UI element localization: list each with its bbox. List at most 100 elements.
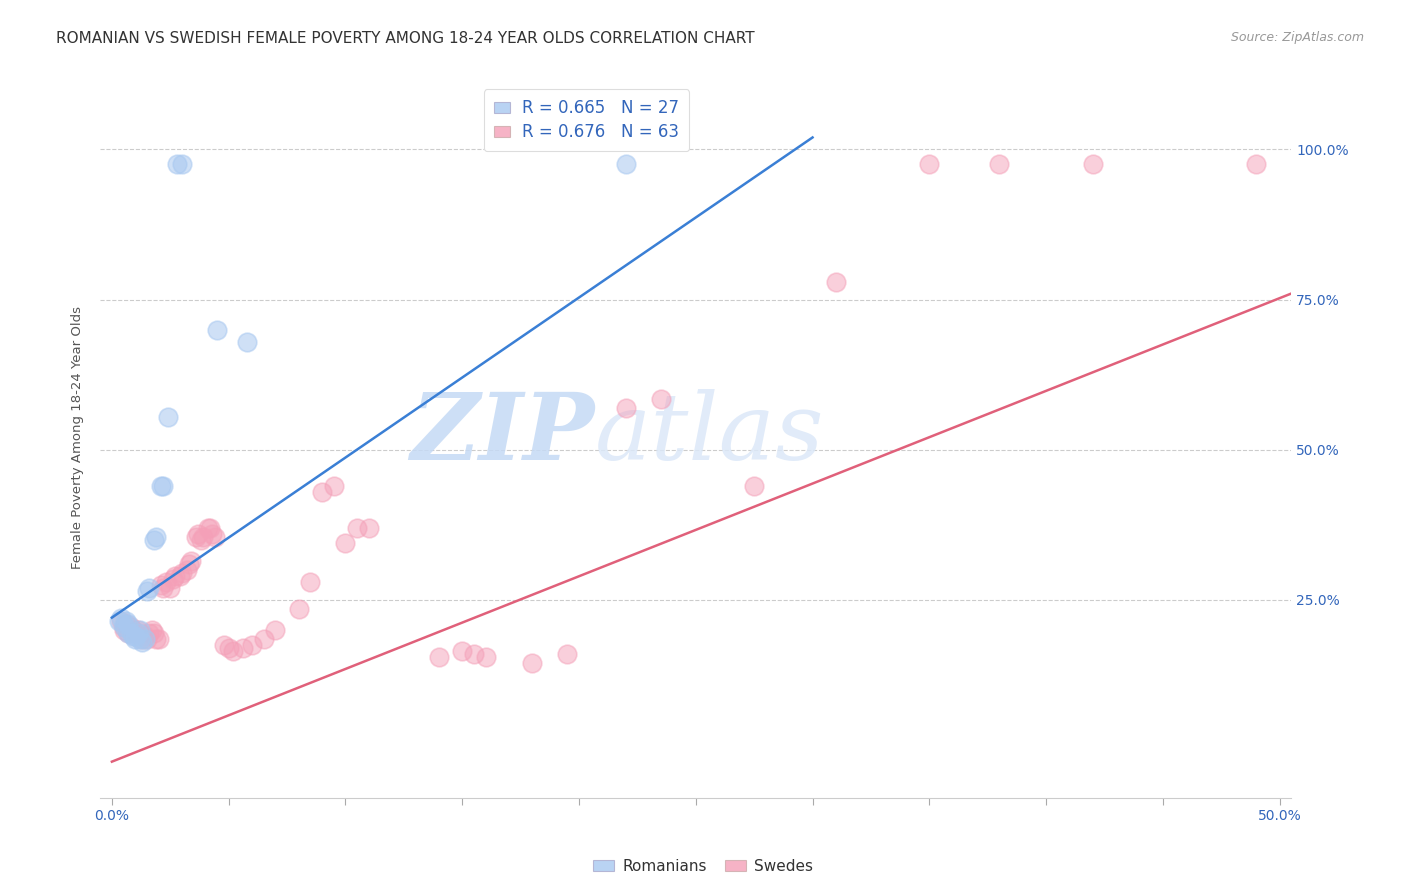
Point (299, 574, 322, 589)
Point (112, 623, 135, 637)
Legend: R = 0.665   N = 27, R = 0.676   N = 63: R = 0.665 N = 27, R = 0.676 N = 63 (484, 89, 689, 152)
Point (742, 478, 765, 492)
Point (205, 322, 228, 336)
Point (176, 563, 198, 577)
Text: ROMANIAN VS SWEDISH FEMALE POVERTY AMONG 18-24 YEAR OLDS CORRELATION CHART: ROMANIAN VS SWEDISH FEMALE POVERTY AMONG… (56, 31, 755, 46)
Point (988, 157, 1011, 171)
Point (127, 625, 149, 640)
Point (131, 632, 153, 646)
Point (232, 640, 254, 655)
Point (162, 572, 184, 586)
Point (427, 649, 450, 664)
Point (149, 478, 172, 492)
Point (131, 634, 153, 648)
Point (152, 478, 174, 492)
Point (117, 625, 139, 640)
Point (110, 610, 132, 624)
Point (614, 401, 637, 415)
Point (322, 478, 344, 492)
Point (357, 520, 380, 534)
Point (148, 632, 170, 646)
Point (918, 157, 941, 171)
Text: atlas: atlas (595, 389, 824, 479)
Point (287, 601, 309, 615)
Point (201, 526, 224, 541)
Point (124, 632, 146, 646)
Text: ZIP: ZIP (411, 389, 595, 479)
Point (197, 520, 219, 534)
Point (145, 632, 167, 646)
Point (124, 629, 146, 643)
Point (156, 409, 179, 424)
Point (138, 625, 160, 640)
Point (135, 632, 157, 646)
Point (218, 640, 240, 655)
Point (170, 566, 193, 580)
Point (191, 530, 214, 544)
Point (110, 614, 132, 628)
Point (127, 623, 149, 637)
Point (108, 614, 131, 628)
Y-axis label: Female Poverty Among 18-24 Year Olds: Female Poverty Among 18-24 Year Olds (72, 306, 84, 569)
Point (650, 392, 672, 406)
Point (190, 533, 212, 547)
Point (135, 583, 157, 598)
Point (335, 535, 357, 549)
Point (134, 632, 156, 646)
Text: Source: ZipAtlas.com: Source: ZipAtlas.com (1230, 31, 1364, 45)
Point (134, 629, 156, 643)
Point (142, 625, 165, 640)
Point (187, 526, 209, 541)
Point (117, 625, 139, 640)
Point (825, 275, 848, 289)
Point (145, 530, 167, 544)
Point (122, 623, 145, 637)
Point (236, 334, 259, 349)
Point (155, 574, 177, 589)
Point (120, 619, 142, 633)
Point (124, 625, 146, 640)
Point (451, 643, 474, 657)
Point (212, 638, 235, 652)
Point (522, 656, 544, 670)
Point (1081, 157, 1104, 171)
Point (141, 623, 163, 637)
Point (463, 647, 485, 661)
Point (222, 643, 245, 657)
Point (177, 557, 200, 571)
Point (474, 649, 496, 664)
Point (117, 616, 139, 631)
Point (112, 619, 135, 633)
Point (142, 533, 165, 547)
Point (204, 530, 226, 544)
Point (129, 632, 152, 646)
Point (180, 553, 202, 567)
Point (170, 157, 193, 171)
Point (138, 581, 160, 595)
Point (129, 623, 152, 637)
Point (112, 619, 135, 633)
Point (115, 614, 138, 628)
Point (152, 581, 174, 595)
Point (311, 484, 333, 499)
Point (159, 581, 181, 595)
Point (555, 647, 578, 661)
Point (1246, 157, 1268, 171)
Point (122, 629, 145, 643)
Point (112, 616, 135, 631)
Point (166, 157, 188, 171)
Legend: Romanians, Swedes: Romanians, Swedes (586, 853, 820, 880)
Point (163, 568, 186, 582)
Point (346, 520, 368, 534)
Point (253, 632, 276, 646)
Point (240, 638, 263, 652)
Point (169, 568, 191, 582)
Point (149, 577, 172, 591)
Point (264, 623, 287, 637)
Point (115, 616, 138, 631)
Point (198, 520, 221, 534)
Point (184, 530, 207, 544)
Point (129, 625, 152, 640)
Point (614, 157, 637, 171)
Point (120, 625, 142, 640)
